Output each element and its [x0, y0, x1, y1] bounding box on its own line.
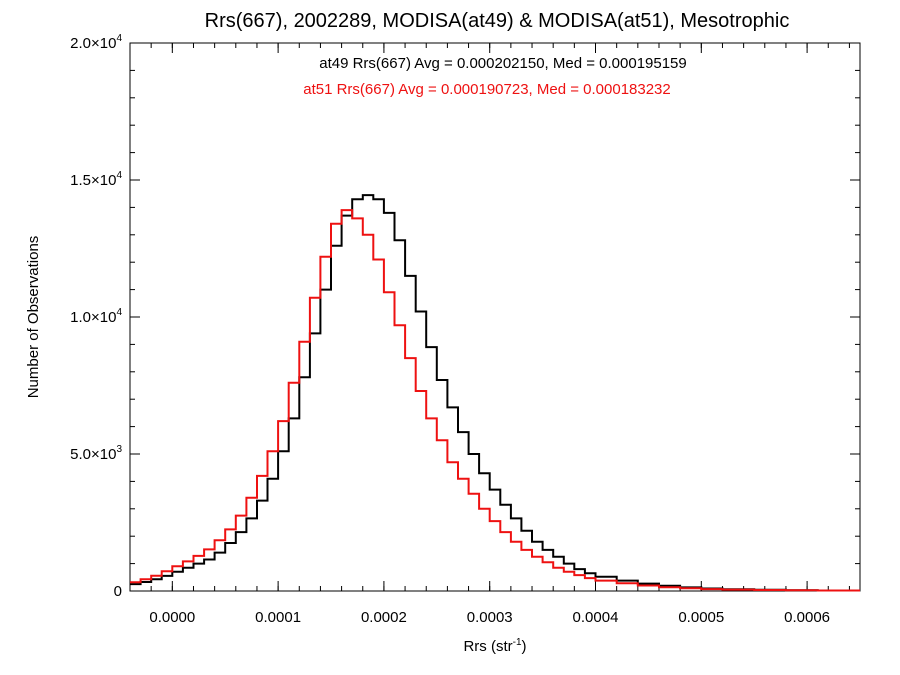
x-tick-label: 0.0005	[678, 609, 724, 626]
axis-ticks	[129, 42, 860, 592]
x-tick-label: 0.0002	[361, 609, 407, 626]
x-tick-label: 0.0000	[149, 609, 195, 626]
plot-frame	[129, 42, 861, 592]
y-axis-label: Number of Observations	[25, 236, 42, 399]
x-tick-label: 0.0003	[467, 609, 513, 626]
y-tick-label: 0	[114, 583, 122, 600]
x-tick-labels: 0.0000 0.0001 0.0002 0.0003 0.0004 0.0005 0.00…	[149, 609, 830, 626]
series-at51	[130, 209, 860, 592]
x-tick-label: 0.0004	[573, 609, 619, 626]
chart-title: Rrs(667), 2002289, MODISA(at49) & MODISA…	[205, 10, 790, 32]
x-tick-label: 0.0001	[255, 609, 301, 626]
x-tick-label: 0.0006	[784, 609, 830, 626]
y-tick-label: 1.5×104	[70, 170, 122, 189]
y-tick-label: 1.0×104	[70, 307, 122, 326]
histogram-series	[130, 194, 860, 592]
annotation-at49: at49 Rrs(667) Avg = 0.000202150, Med = 0…	[319, 55, 687, 72]
x-axis-label: Rrs (str-1)	[463, 637, 526, 655]
annotation-at51: at51 Rrs(667) Avg = 0.000190723, Med = 0…	[303, 81, 671, 98]
y-tick-label: 5.0×103	[70, 444, 122, 463]
series-at49	[130, 194, 860, 592]
y-tick-labels: 0 5.0×103 1.0×104 1.5×104 2.0×104	[70, 33, 122, 600]
y-tick-label: 2.0×104	[70, 33, 122, 52]
